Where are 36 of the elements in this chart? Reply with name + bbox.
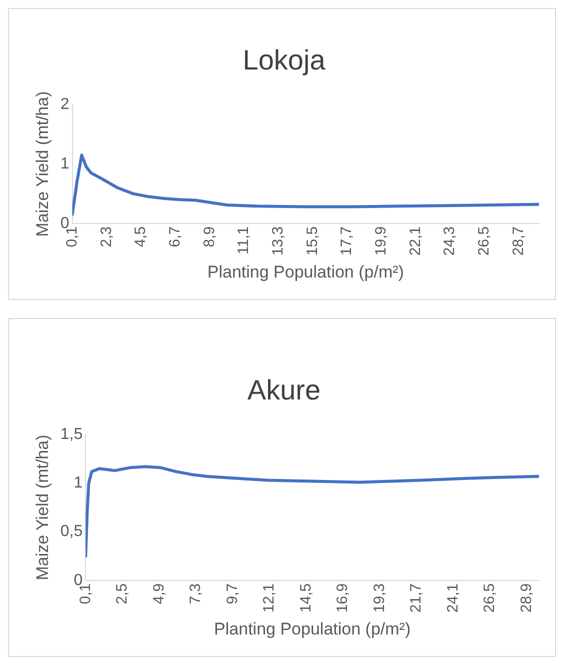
x-tick-label: 2,5 [114, 583, 131, 604]
x-tick-label: 15,5 [304, 226, 321, 256]
y-axis-title: Maize Yield (mt/ha) [32, 434, 52, 580]
x-tick-label: 26,5 [481, 583, 498, 613]
x-tick-label: 19,9 [372, 226, 390, 256]
x-tick-label: 22,1 [406, 226, 424, 256]
x-tick-label: 16,9 [334, 583, 352, 613]
x-tick-label: 17,7 [338, 226, 356, 256]
x-axis-title: Planting Population (p/m²) [214, 619, 411, 638]
x-tick-label: 14,5 [297, 583, 314, 613]
y-tick-label: 1,5 [60, 426, 83, 444]
x-tick-label: 2,3 [98, 226, 115, 248]
x-tick-label: 19,3 [370, 583, 388, 613]
x-tick-label: 28,7 [510, 226, 527, 256]
x-tick-label: 11,1 [235, 226, 252, 254]
x-tick-label: 12,1 [260, 583, 278, 613]
x-tick-label: 21,7 [408, 583, 425, 613]
y-tick-label: 1 [74, 474, 83, 492]
x-tick-label: 24,3 [441, 226, 458, 256]
x-tick-label: 9,7 [224, 583, 241, 604]
x-tick-label: 4,5 [132, 226, 150, 248]
y-axis-title: Maize Yield (mt/ha) [32, 91, 52, 237]
x-tick-label: 26,5 [476, 226, 493, 256]
x-axis-title: Planting Population (p/m²) [207, 262, 404, 282]
x-tick-label: 13,3 [269, 226, 286, 256]
x-tick-label: 28,9 [518, 583, 535, 613]
y-tick-label: 2 [60, 96, 70, 114]
chart-title: Lokoja [242, 44, 326, 76]
x-tick-label: 7,3 [187, 583, 204, 604]
y-tick-label: 1 [60, 155, 70, 172]
x-tick-label: 24,1 [444, 583, 462, 613]
x-tick-label: 8,9 [200, 226, 218, 248]
chart-title: Akure [247, 374, 321, 406]
y-tick-label: 0,5 [60, 523, 83, 540]
x-tick-label: 4,9 [150, 583, 168, 604]
x-tick-label: 6,7 [166, 226, 184, 248]
